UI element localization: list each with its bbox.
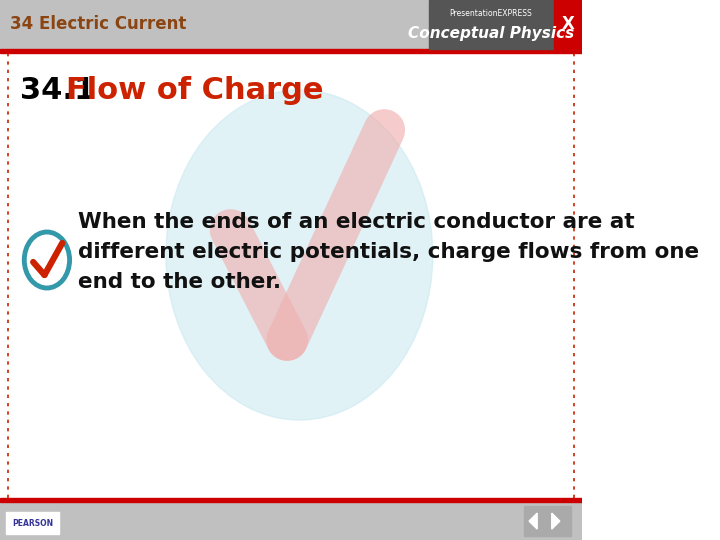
- Bar: [0, 0, 582, 49]
- Polygon shape: [552, 513, 560, 529]
- Polygon shape: [529, 513, 537, 529]
- Text: PEARSON: PEARSON: [12, 518, 53, 528]
- Bar: [0, 498, 582, 502]
- Text: 34 Electric Current: 34 Electric Current: [9, 15, 186, 33]
- Bar: [524, 506, 547, 536]
- Bar: [6, 512, 59, 534]
- Circle shape: [166, 90, 433, 420]
- Bar: [549, 506, 571, 536]
- Bar: [0, 49, 582, 52]
- Text: Conceptual Physics: Conceptual Physics: [408, 25, 574, 40]
- Bar: [429, 0, 554, 49]
- Bar: [554, 0, 582, 49]
- Text: When the ends of an electric conductor are at
different electric potentials, cha: When the ends of an electric conductor a…: [78, 212, 699, 292]
- Text: 34.1: 34.1: [20, 76, 96, 105]
- Text: Flow of Charge: Flow of Charge: [66, 76, 324, 105]
- Text: X: X: [562, 15, 575, 33]
- Bar: [0, 502, 582, 540]
- Text: PresentationEXPRESS: PresentationEXPRESS: [450, 9, 532, 18]
